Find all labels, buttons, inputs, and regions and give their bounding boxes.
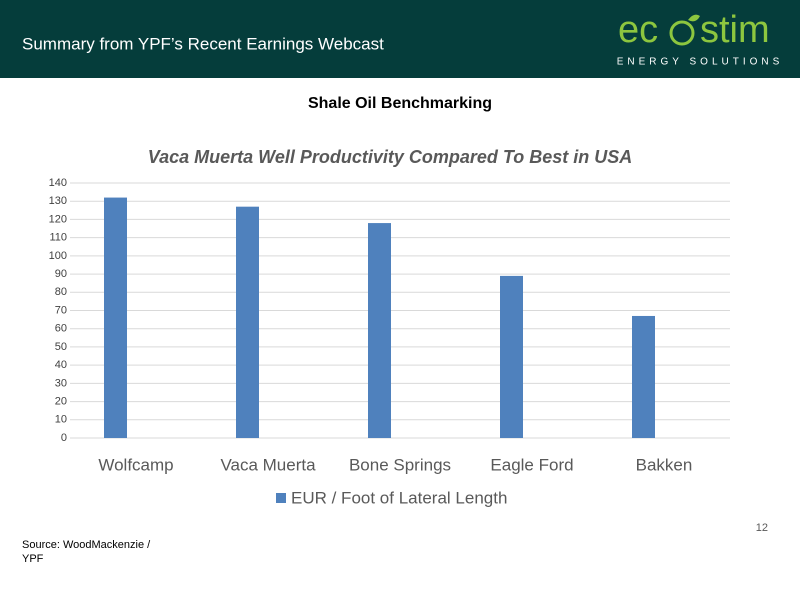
page-number: 12 [756, 522, 768, 534]
y-tick-label: 10 [55, 414, 67, 426]
y-tick-label: 140 [49, 177, 67, 189]
x-tick-label: Bone Springs [349, 455, 451, 474]
logo-icon [669, 14, 700, 46]
x-tick-label: Eagle Ford [490, 455, 573, 474]
y-tick-label: 30 [55, 377, 67, 389]
header-bar [0, 0, 800, 78]
y-tick-label: 90 [55, 268, 67, 280]
x-tick-label: Vaca Muerta [220, 455, 316, 474]
bar [500, 275, 523, 438]
y-tick-label: 60 [55, 323, 67, 335]
chart-title: Vaca Muerta Well Productivity Compared T… [148, 147, 632, 167]
logo-text: ec [618, 9, 658, 51]
y-tick-label: 130 [49, 195, 67, 207]
legend-swatch [276, 493, 286, 503]
y-tick-label: 20 [55, 395, 67, 407]
source-note: Source: WoodMackenzie / YPF [22, 539, 151, 565]
y-tick-label: 70 [55, 304, 67, 316]
logo-text: stim [700, 9, 770, 51]
slide-heading: Shale Oil Benchmarking [308, 95, 492, 112]
bar [368, 223, 391, 438]
bar [632, 315, 655, 438]
logo-tagline: ENERGY SOLUTIONS [617, 57, 784, 68]
y-tick-label: 120 [49, 213, 67, 225]
bar [236, 206, 259, 438]
y-tick-label: 40 [55, 359, 67, 371]
header-title: Summary from YPF’s Recent Earnings Webca… [22, 34, 384, 53]
y-tick-label: 0 [61, 432, 67, 444]
x-tick-label: Wolfcamp [98, 455, 173, 474]
legend-label: EUR / Foot of Lateral Length [291, 488, 507, 507]
y-tick-label: 100 [49, 250, 67, 262]
bar [104, 197, 127, 438]
y-tick-label: 50 [55, 341, 67, 353]
y-tick-label: 110 [49, 232, 67, 244]
x-tick-label: Bakken [636, 455, 693, 474]
y-tick-label: 80 [55, 286, 67, 298]
